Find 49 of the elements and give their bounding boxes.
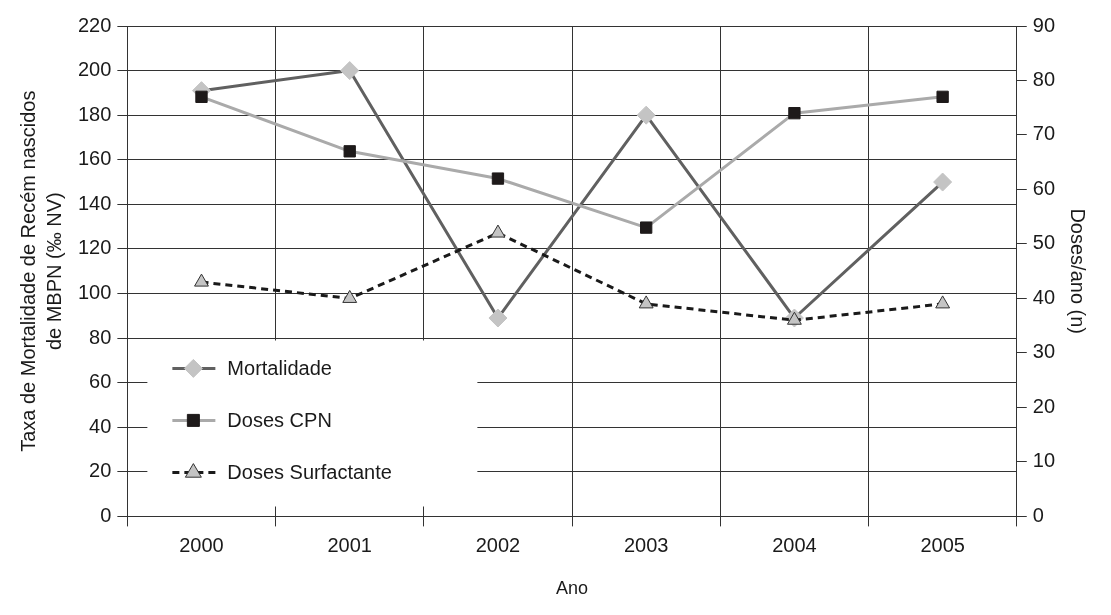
- y-tick-label: 120: [77, 236, 112, 259]
- y-axis-title: Taxa de Mortalidade de Recém nascidos de MBPN (‰ NV): [16, 90, 65, 452]
- y2-tick-label: 60: [1032, 176, 1055, 199]
- point: [488, 308, 508, 328]
- y-tick-label: 140: [77, 191, 112, 214]
- point: [933, 172, 953, 192]
- y2-tick-label: 80: [1032, 68, 1055, 90]
- y-tick-label: 100: [77, 281, 112, 304]
- x-axis-title: Ano: [556, 578, 589, 599]
- y2-tick-label: 10: [1032, 449, 1055, 472]
- point: [340, 61, 360, 81]
- x-tick-label: 2002: [475, 533, 521, 556]
- point: [788, 107, 801, 120]
- y2-tick-label: 30: [1032, 340, 1055, 363]
- y2-tick-label: 40: [1032, 285, 1055, 308]
- x-tick-label: 2003: [623, 533, 669, 556]
- x-tick-label: 2000: [179, 533, 224, 556]
- legend-label: Mortalidade: [227, 356, 332, 379]
- y2-tick-label: 70: [1032, 122, 1055, 145]
- x-tick-label: 2005: [920, 533, 965, 556]
- point: [194, 273, 209, 287]
- y2-tick-label: 90: [1032, 13, 1055, 36]
- y-tick-label: 180: [77, 102, 112, 125]
- point: [936, 90, 949, 103]
- point: [342, 289, 358, 303]
- y-tick-label: 200: [77, 58, 112, 81]
- y-tick-label: 60: [89, 370, 112, 393]
- y-tick-label: 20: [89, 459, 112, 482]
- point: [638, 295, 654, 309]
- x-tick-label: 2004: [772, 533, 817, 556]
- y2-axis-title: Doses/ano (n): [1067, 208, 1090, 335]
- point: [343, 145, 356, 158]
- x-tick-label: 2001: [327, 533, 372, 556]
- y-tick-label: 0: [100, 503, 112, 526]
- point: [195, 90, 208, 103]
- y2-tick-label: 50: [1032, 231, 1055, 254]
- y2-tick-label: 20: [1032, 394, 1055, 417]
- y-tick-label: 80: [89, 325, 112, 348]
- y2-tick-label: 0: [1032, 503, 1044, 526]
- point: [640, 221, 653, 234]
- y-tick-label: 220: [77, 13, 112, 36]
- point: [490, 224, 506, 238]
- legend-label: Doses CPN: [227, 408, 332, 431]
- point: [935, 295, 951, 309]
- y-tick-label: 160: [77, 147, 112, 170]
- y-tick-label: 40: [89, 414, 112, 437]
- legend-label: Doses Surfactante: [227, 460, 392, 483]
- point: [491, 172, 505, 185]
- point: [636, 105, 656, 125]
